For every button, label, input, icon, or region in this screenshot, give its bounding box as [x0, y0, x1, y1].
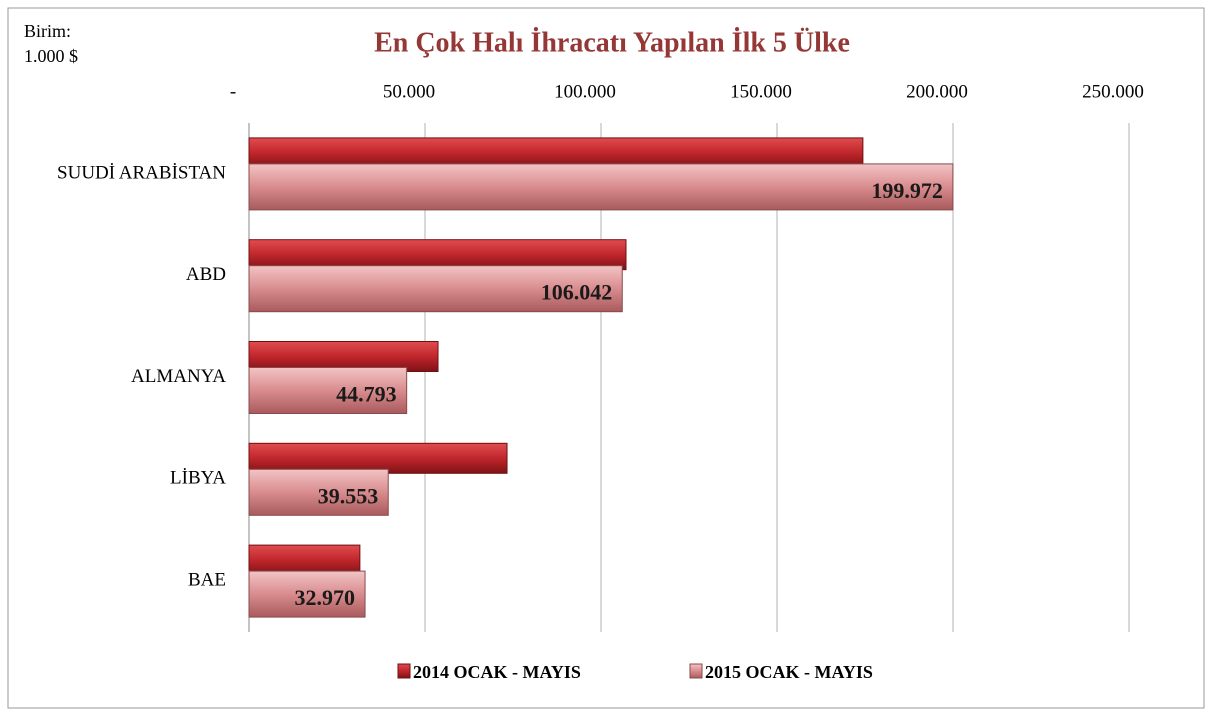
data-label: 44.793 [336, 382, 397, 407]
y-tick-label: ABD [186, 264, 226, 285]
bar [248, 265, 623, 313]
x-tick-label: 250.000 [1082, 81, 1144, 102]
data-label: 39.553 [318, 483, 379, 508]
bar [248, 341, 439, 372]
x-tick-label: 100.000 [554, 81, 616, 102]
bar [248, 544, 361, 576]
bar [248, 163, 954, 211]
y-tick-label: BAE [188, 569, 226, 590]
x-tick-label: 200.000 [906, 81, 968, 102]
data-label: 106.042 [541, 280, 613, 305]
legend-swatch [397, 663, 411, 679]
data-label: 32.970 [295, 585, 356, 610]
legend-label: 2015 OCAK - MAYIS [705, 662, 873, 682]
y-tick-label: SUUDİ ARABİSTAN [57, 162, 226, 183]
bar [248, 468, 389, 516]
y-tick-label: LİBYA [170, 468, 226, 489]
legend-label: 2014 OCAK - MAYIS [413, 662, 581, 682]
x-tick-label: 50.000 [383, 81, 435, 102]
bar [248, 442, 508, 474]
y-tick-label: ALMANYA [131, 366, 226, 387]
unit-label: Birim: [24, 21, 71, 41]
chart-title: En Çok Halı İhracatı Yapılan İlk 5 Ülke [374, 27, 850, 58]
x-tick-label: - [230, 81, 236, 102]
x-tick-label: 150.000 [730, 81, 792, 102]
bar [248, 570, 366, 618]
bar [248, 367, 408, 414]
data-label: 199.972 [871, 178, 943, 203]
chart-frame [7, 7, 1205, 709]
legend-swatch [689, 663, 703, 679]
bar [248, 239, 627, 271]
unit-label: 1.000 $ [24, 46, 78, 66]
